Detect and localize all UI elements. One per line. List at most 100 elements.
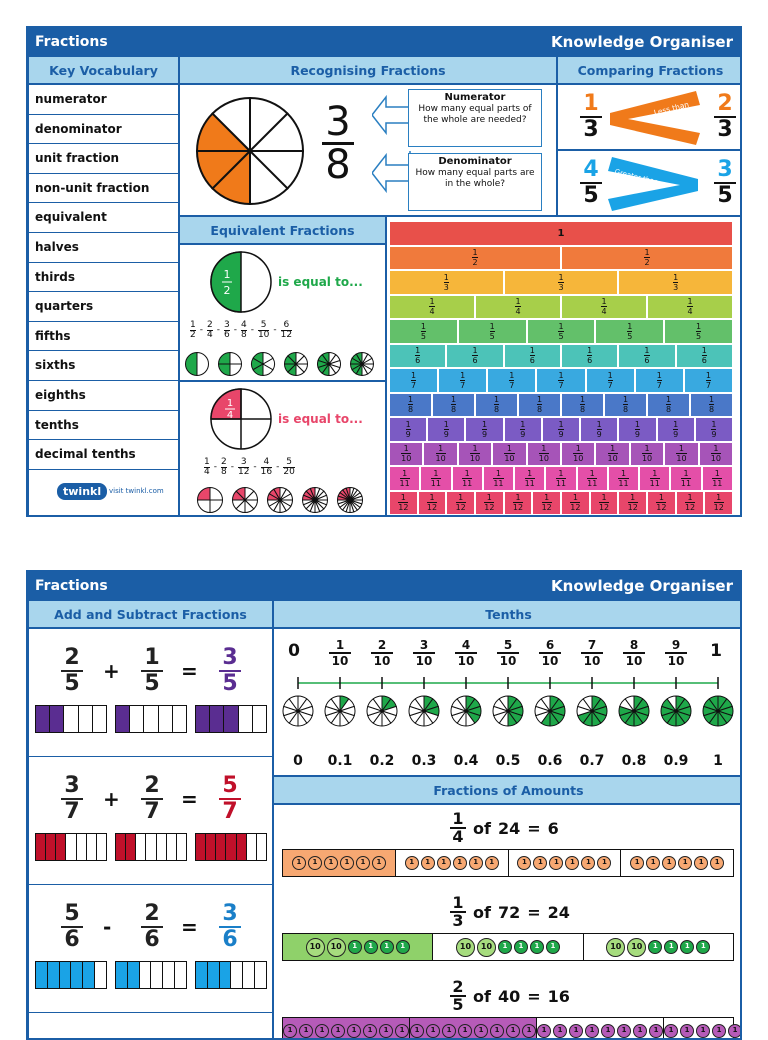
sequence-numerator: 2 xyxy=(220,457,227,467)
tenths-number-line xyxy=(282,677,734,727)
add-subtract-heading: Add and Subtract Fractions xyxy=(28,600,273,628)
counter-value: 1 xyxy=(630,856,645,870)
wall-row: 1 11 1 11 1 11 1 11 1 11 1 11 1 11 1 11 1 11 1 11 1 11 xyxy=(389,466,733,491)
wall-fraction: 1 12 xyxy=(713,493,724,512)
amounts-panel: 1 4 of 24 = 6 1 1 1 1 1 1 1 1 1 1 1 1 1 1 1 1 1 1 1 1 1 1 1 1 1 3 of 72 = 2… xyxy=(273,804,740,1038)
amount-question: 1 4 of 24 = 6 xyxy=(450,811,559,845)
fraction-bar xyxy=(558,379,564,381)
wall-fraction: 1 10 xyxy=(607,444,618,463)
sequence-dash: - xyxy=(216,325,220,335)
counter-value: 1 xyxy=(533,856,548,870)
circle-segment xyxy=(229,363,243,377)
amount-denominator: 3 xyxy=(452,911,464,930)
wall-fraction: 1 11 xyxy=(430,468,441,488)
wall-denominator: 2 xyxy=(472,258,478,268)
result-fraction-denominator: 5 xyxy=(222,671,238,696)
circle-segment xyxy=(330,695,341,713)
counter-value: 10 xyxy=(326,937,346,957)
wall-denominator: 9 xyxy=(634,429,640,439)
counter-strip: 10 10 1 1 1 1 10 10 1 1 1 1 10 10 1 1 1 1 xyxy=(282,933,734,961)
wall-fraction: 1 10 xyxy=(504,444,515,463)
fraction-bar xyxy=(641,453,653,455)
strip-part xyxy=(64,706,79,732)
fraction-bar xyxy=(673,281,679,283)
wall-numerator: 1 xyxy=(429,493,435,503)
wall-fraction: 1 10 xyxy=(538,444,549,463)
compare-left-numerator: 4 xyxy=(583,157,599,182)
strip-part xyxy=(239,706,253,732)
wall-numerator: 1 xyxy=(433,468,439,478)
wall-denominator: 11 xyxy=(680,478,692,488)
wall-cell: 1 10 xyxy=(526,441,562,466)
wall-denominator: 12 xyxy=(398,503,409,513)
tenths-denominator: 10 xyxy=(499,653,517,668)
sequence-numerator: 1 xyxy=(190,320,196,330)
tenths-decimal: 0.5 xyxy=(495,753,521,769)
compare-right-numerator: 3 xyxy=(717,157,733,182)
second-fraction-numerator: 2 xyxy=(144,901,160,926)
big-denominator: 8 xyxy=(325,142,351,188)
knowledge-organiser-page-1: Fractions Knowledge Organiser Key Vocabu… xyxy=(26,26,742,517)
wall-denominator: 8 xyxy=(579,405,586,415)
greater-than-symbol: Greater than xyxy=(608,157,698,211)
add-subtract-row: 2 5 +1 5 = 3 5 xyxy=(29,629,272,757)
counter-value: 1 xyxy=(379,940,394,954)
amount-whole: 40 xyxy=(497,986,521,1006)
counter-value: 1 xyxy=(347,1024,361,1038)
add-subtract-row: 5 6-2 6 = 3 6 xyxy=(29,885,272,1013)
fraction-bar xyxy=(627,502,638,504)
counter-value: 1 xyxy=(712,1024,726,1038)
counter-value: 1 xyxy=(517,856,532,870)
wall-fraction: 1 11 xyxy=(399,469,410,488)
wall-numerator: 1 xyxy=(429,297,435,307)
wall-fraction: 1 11 xyxy=(649,469,660,488)
fraction-bar xyxy=(223,330,230,331)
second-fraction-numerator: 1 xyxy=(144,645,160,670)
circle-segment xyxy=(229,351,243,365)
wall-numerator: 1 xyxy=(558,321,564,331)
wall-cell: 1 11 xyxy=(701,466,733,491)
wall-numerator: 1 xyxy=(644,346,650,356)
fraction-bar xyxy=(489,330,495,332)
wall-numerator: 1 xyxy=(683,468,689,478)
wall-denominator: 11 xyxy=(399,478,410,488)
fraction-bar xyxy=(701,355,707,357)
strip-part xyxy=(140,962,152,988)
result-strip xyxy=(195,961,267,989)
counter-value: 1 xyxy=(597,856,612,870)
tenths-numerator: 7 xyxy=(587,638,597,652)
wall-numerator: 1 xyxy=(711,419,717,429)
compare-left-fraction: 1 3 xyxy=(580,93,602,141)
wall-denominator: 5 xyxy=(627,331,633,341)
fraction-bar xyxy=(450,911,466,913)
result-fraction-denominator: 7 xyxy=(222,799,238,824)
fraction-bar xyxy=(539,652,561,654)
fraction-bar xyxy=(141,670,163,672)
amount-numerator: 2 xyxy=(452,977,464,996)
second-strip xyxy=(115,705,187,733)
fraction-bar xyxy=(484,502,495,504)
tenths-heading: Tenths xyxy=(273,600,740,628)
wall-numerator: 1 xyxy=(520,419,526,429)
strip-part xyxy=(116,706,131,732)
tenths-decimal: 0.1 xyxy=(327,753,353,769)
vocab-item: non-unit fraction xyxy=(29,174,178,204)
wall-denominator: 11 xyxy=(712,478,723,488)
wall-denominator: 3 xyxy=(558,282,564,292)
wall-fraction: 1 12 xyxy=(455,493,466,512)
circle-segment xyxy=(372,695,383,713)
fraction-bar xyxy=(497,652,519,654)
